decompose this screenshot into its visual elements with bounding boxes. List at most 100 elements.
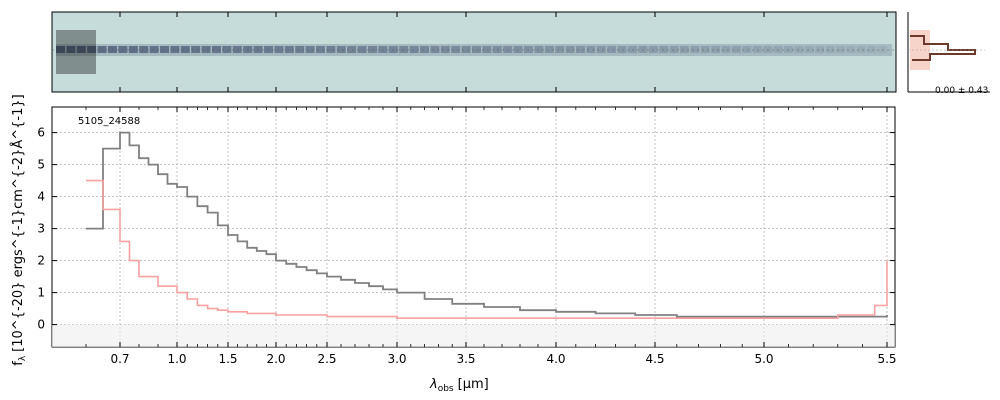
- trace-pixel: [877, 46, 887, 53]
- spectrum-2d-panel: [51, 11, 897, 93]
- trace-pixel: [732, 46, 741, 53]
- trace-pixel: [607, 46, 617, 53]
- trace-pixel: [836, 46, 845, 53]
- noise-block: [56, 30, 96, 74]
- object-label-bg: [74, 112, 148, 128]
- trace-pixel: [461, 46, 471, 53]
- trace-pixel: [347, 46, 357, 53]
- trace-pixel: [274, 46, 284, 53]
- grid: [52, 107, 895, 347]
- trace-pixel: [305, 46, 315, 53]
- trace-pixel: [752, 46, 762, 53]
- trace-pixel: [430, 46, 440, 53]
- trace-pixel: [56, 46, 65, 53]
- trace-pixel: [628, 46, 637, 53]
- y-tick-label: 5: [37, 158, 45, 172]
- y-tick-label: 2: [37, 254, 45, 268]
- trace-pixel: [409, 46, 419, 53]
- trace-pixel: [399, 46, 409, 53]
- trace-pixel: [784, 46, 793, 53]
- y-axis-label: fλ [10^{-20} ergs^{-1}cm^{-2}Å^{-1}]: [10, 94, 28, 365]
- trace-pixel: [222, 46, 232, 53]
- trace-pixel: [773, 46, 783, 53]
- x-tick-label: 0.7: [110, 352, 129, 366]
- x-tick-label: 5.0: [754, 352, 773, 366]
- spectrum-2d-trace: [52, 30, 896, 74]
- trace-pixel: [711, 46, 721, 53]
- trace-pixel: [149, 46, 159, 53]
- trace-pixel: [669, 46, 679, 53]
- trace-pixel: [482, 46, 492, 53]
- trace-pixel: [700, 46, 710, 53]
- trace-pixel: [66, 46, 76, 53]
- trace-pixel: [243, 46, 253, 53]
- x-tick-label: 2.5: [317, 352, 336, 366]
- profile-histogram: [908, 30, 985, 70]
- trace-pixel: [139, 46, 149, 53]
- trace-pixel: [680, 46, 689, 53]
- trace-pixel: [513, 46, 523, 53]
- x-axis-label: λobs [μm]: [429, 377, 489, 394]
- trace-pixel: [440, 46, 450, 53]
- trace-pixel: [295, 46, 305, 53]
- spectrum-1d-frame: [51, 106, 896, 348]
- trace-pixel: [97, 46, 107, 53]
- zero-line: [52, 324, 895, 347]
- trace-pixel: [108, 46, 117, 53]
- trace-pixel: [596, 46, 606, 53]
- trace-pixel: [284, 46, 294, 53]
- spectrum-2d-ticks: [119, 12, 888, 92]
- trace-pixel: [170, 46, 180, 53]
- trace-pixel: [867, 46, 877, 53]
- trace-pixel: [794, 46, 804, 53]
- trace-pixel: [191, 46, 201, 53]
- trace-pixel: [721, 46, 731, 53]
- trace-pixel: [160, 46, 169, 53]
- y-ticks: 0 1 2 3 4 5 6: [37, 126, 895, 332]
- trace-pixel: [846, 46, 856, 53]
- trace-pixel: [565, 46, 575, 53]
- trace-pixel: [524, 46, 533, 53]
- trace-pixel: [451, 46, 461, 53]
- x-tick-label: 3.0: [387, 352, 406, 366]
- trace-pixel: [253, 46, 263, 53]
- trace-pixel: [492, 46, 502, 53]
- trace-pixel: [815, 46, 825, 53]
- trace-pixel: [825, 46, 835, 53]
- trace-pixel: [76, 46, 86, 53]
- trace-pixel: [472, 46, 481, 53]
- profile-annotation: 0.00 ± 0.43: [935, 86, 988, 96]
- trace-pixel: [212, 46, 221, 53]
- trace-pixel: [555, 46, 565, 53]
- x-tick-label: 4.0: [546, 352, 565, 366]
- trace-pixel: [638, 46, 648, 53]
- trace-pixel: [118, 46, 128, 53]
- x-tick-label: 1.5: [218, 352, 237, 366]
- x-tick-label: 2.0: [266, 352, 285, 366]
- trace-pixel: [326, 46, 336, 53]
- trace-pixel: [856, 46, 866, 53]
- y-axis-label-unit: [10^{-20} ergs^{-1}cm^{-2}Å^{-1}]: [10, 94, 26, 352]
- series-line: [86, 179, 888, 319]
- y-tick-label: 4: [37, 190, 45, 204]
- trace-pixel: [87, 46, 97, 53]
- trace-pixel: [420, 46, 429, 53]
- trace-pixel: [742, 46, 752, 53]
- spectrum-2d-background: [51, 11, 897, 93]
- y-tick-label: 1: [37, 286, 45, 300]
- trace-pixel: [368, 46, 377, 53]
- x-axis-label-sub: obs: [438, 384, 454, 394]
- trace-pixel: [316, 46, 325, 53]
- spectrum-1d-panel: 0.7 1.0 1.5 2.0 2.5 3.0 3.5 4.0 4.5 5.0 5.5 0 1 2 3 4 5…: [37, 106, 897, 366]
- trace-pixel: [804, 46, 814, 53]
- trace-pixel: [576, 46, 585, 53]
- x-tick-label: 3.5: [456, 352, 475, 366]
- trace-pixel: [264, 46, 273, 53]
- y-tick-label: 6: [37, 126, 45, 140]
- trace-pixel: [336, 46, 346, 53]
- series-group: [86, 131, 888, 319]
- trace-pixel: [617, 46, 627, 53]
- series-line: [86, 131, 888, 318]
- x-axis-label-unit: [μm]: [458, 377, 489, 392]
- trace-pixel: [232, 46, 242, 53]
